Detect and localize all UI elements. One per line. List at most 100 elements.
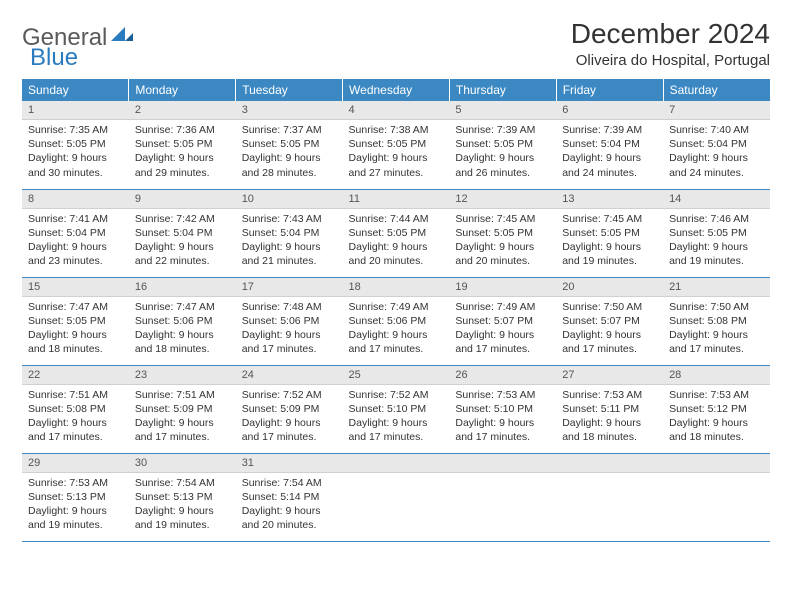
calendar-day-cell: 14Sunrise: 7:46 AMSunset: 5:05 PMDayligh… — [663, 189, 770, 277]
day-number: 19 — [449, 278, 556, 297]
month-title: December 2024 — [571, 18, 770, 50]
day-details: Sunrise: 7:49 AMSunset: 5:06 PMDaylight:… — [343, 297, 450, 363]
day-number: 30 — [129, 454, 236, 473]
day-details: Sunrise: 7:41 AMSunset: 5:04 PMDaylight:… — [22, 209, 129, 275]
day-details: Sunrise: 7:38 AMSunset: 5:05 PMDaylight:… — [343, 120, 450, 186]
day-details: Sunrise: 7:42 AMSunset: 5:04 PMDaylight:… — [129, 209, 236, 275]
day-number-empty — [449, 454, 556, 473]
day-number: 14 — [663, 190, 770, 209]
calendar-day-cell: 5Sunrise: 7:39 AMSunset: 5:05 PMDaylight… — [449, 101, 556, 189]
weekday-header: Sunday — [22, 79, 129, 101]
calendar-day-cell: 20Sunrise: 7:50 AMSunset: 5:07 PMDayligh… — [556, 277, 663, 365]
calendar-day-cell: 15Sunrise: 7:47 AMSunset: 5:05 PMDayligh… — [22, 277, 129, 365]
day-details: Sunrise: 7:43 AMSunset: 5:04 PMDaylight:… — [236, 209, 343, 275]
day-number: 9 — [129, 190, 236, 209]
day-details: Sunrise: 7:37 AMSunset: 5:05 PMDaylight:… — [236, 120, 343, 186]
day-number-empty — [556, 454, 663, 473]
calendar-week-row: 1Sunrise: 7:35 AMSunset: 5:05 PMDaylight… — [22, 101, 770, 189]
calendar-day-cell — [449, 453, 556, 541]
calendar-day-cell — [343, 453, 450, 541]
logo-text-2: Blue — [30, 44, 78, 72]
calendar-week-row: 15Sunrise: 7:47 AMSunset: 5:05 PMDayligh… — [22, 277, 770, 365]
day-details: Sunrise: 7:54 AMSunset: 5:13 PMDaylight:… — [129, 473, 236, 539]
day-number: 12 — [449, 190, 556, 209]
day-details: Sunrise: 7:53 AMSunset: 5:12 PMDaylight:… — [663, 385, 770, 451]
calendar-day-cell: 23Sunrise: 7:51 AMSunset: 5:09 PMDayligh… — [129, 365, 236, 453]
calendar-day-cell: 4Sunrise: 7:38 AMSunset: 5:05 PMDaylight… — [343, 101, 450, 189]
day-number: 7 — [663, 101, 770, 120]
calendar-day-cell: 1Sunrise: 7:35 AMSunset: 5:05 PMDaylight… — [22, 101, 129, 189]
logo-icon — [111, 24, 133, 52]
calendar-day-cell: 9Sunrise: 7:42 AMSunset: 5:04 PMDaylight… — [129, 189, 236, 277]
day-number: 5 — [449, 101, 556, 120]
calendar-table: SundayMondayTuesdayWednesdayThursdayFrid… — [22, 79, 770, 542]
day-details: Sunrise: 7:51 AMSunset: 5:09 PMDaylight:… — [129, 385, 236, 451]
day-details: Sunrise: 7:46 AMSunset: 5:05 PMDaylight:… — [663, 209, 770, 275]
calendar-day-cell: 30Sunrise: 7:54 AMSunset: 5:13 PMDayligh… — [129, 453, 236, 541]
day-number: 2 — [129, 101, 236, 120]
day-details: Sunrise: 7:47 AMSunset: 5:05 PMDaylight:… — [22, 297, 129, 363]
day-number: 11 — [343, 190, 450, 209]
day-details: Sunrise: 7:50 AMSunset: 5:08 PMDaylight:… — [663, 297, 770, 363]
day-number: 17 — [236, 278, 343, 297]
day-number: 16 — [129, 278, 236, 297]
calendar-day-cell: 8Sunrise: 7:41 AMSunset: 5:04 PMDaylight… — [22, 189, 129, 277]
calendar-day-cell: 12Sunrise: 7:45 AMSunset: 5:05 PMDayligh… — [449, 189, 556, 277]
day-details: Sunrise: 7:39 AMSunset: 5:05 PMDaylight:… — [449, 120, 556, 186]
day-details: Sunrise: 7:44 AMSunset: 5:05 PMDaylight:… — [343, 209, 450, 275]
day-details: Sunrise: 7:53 AMSunset: 5:11 PMDaylight:… — [556, 385, 663, 451]
calendar-day-cell: 19Sunrise: 7:49 AMSunset: 5:07 PMDayligh… — [449, 277, 556, 365]
calendar-day-cell: 24Sunrise: 7:52 AMSunset: 5:09 PMDayligh… — [236, 365, 343, 453]
calendar-day-cell: 13Sunrise: 7:45 AMSunset: 5:05 PMDayligh… — [556, 189, 663, 277]
calendar-day-cell: 31Sunrise: 7:54 AMSunset: 5:14 PMDayligh… — [236, 453, 343, 541]
day-number-empty — [343, 454, 450, 473]
day-number: 28 — [663, 366, 770, 385]
day-number-empty — [663, 454, 770, 473]
day-number: 3 — [236, 101, 343, 120]
day-number: 21 — [663, 278, 770, 297]
day-number: 4 — [343, 101, 450, 120]
day-details: Sunrise: 7:50 AMSunset: 5:07 PMDaylight:… — [556, 297, 663, 363]
calendar-day-cell: 21Sunrise: 7:50 AMSunset: 5:08 PMDayligh… — [663, 277, 770, 365]
day-number: 26 — [449, 366, 556, 385]
day-number: 13 — [556, 190, 663, 209]
day-details: Sunrise: 7:54 AMSunset: 5:14 PMDaylight:… — [236, 473, 343, 539]
calendar-day-cell: 3Sunrise: 7:37 AMSunset: 5:05 PMDaylight… — [236, 101, 343, 189]
day-number: 31 — [236, 454, 343, 473]
calendar-day-cell: 26Sunrise: 7:53 AMSunset: 5:10 PMDayligh… — [449, 365, 556, 453]
weekday-header: Saturday — [663, 79, 770, 101]
weekday-header: Friday — [556, 79, 663, 101]
weekday-header: Monday — [129, 79, 236, 101]
calendar-day-cell: 7Sunrise: 7:40 AMSunset: 5:04 PMDaylight… — [663, 101, 770, 189]
header: General December 2024 Oliveira do Hospit… — [22, 18, 770, 69]
weekday-header: Tuesday — [236, 79, 343, 101]
calendar-day-cell: 25Sunrise: 7:52 AMSunset: 5:10 PMDayligh… — [343, 365, 450, 453]
calendar-day-cell — [556, 453, 663, 541]
day-number: 22 — [22, 366, 129, 385]
calendar-day-cell: 28Sunrise: 7:53 AMSunset: 5:12 PMDayligh… — [663, 365, 770, 453]
calendar-day-cell — [663, 453, 770, 541]
calendar-day-cell: 2Sunrise: 7:36 AMSunset: 5:05 PMDaylight… — [129, 101, 236, 189]
day-number: 1 — [22, 101, 129, 120]
calendar-day-cell: 29Sunrise: 7:53 AMSunset: 5:13 PMDayligh… — [22, 453, 129, 541]
calendar-week-row: 8Sunrise: 7:41 AMSunset: 5:04 PMDaylight… — [22, 189, 770, 277]
day-details: Sunrise: 7:53 AMSunset: 5:13 PMDaylight:… — [22, 473, 129, 539]
day-number: 10 — [236, 190, 343, 209]
day-details: Sunrise: 7:39 AMSunset: 5:04 PMDaylight:… — [556, 120, 663, 186]
calendar-day-cell: 10Sunrise: 7:43 AMSunset: 5:04 PMDayligh… — [236, 189, 343, 277]
day-number: 20 — [556, 278, 663, 297]
day-details: Sunrise: 7:36 AMSunset: 5:05 PMDaylight:… — [129, 120, 236, 186]
weekday-header-row: SundayMondayTuesdayWednesdayThursdayFrid… — [22, 79, 770, 101]
calendar-week-row: 29Sunrise: 7:53 AMSunset: 5:13 PMDayligh… — [22, 453, 770, 541]
calendar-day-cell: 27Sunrise: 7:53 AMSunset: 5:11 PMDayligh… — [556, 365, 663, 453]
day-number: 27 — [556, 366, 663, 385]
calendar-day-cell: 16Sunrise: 7:47 AMSunset: 5:06 PMDayligh… — [129, 277, 236, 365]
day-number: 24 — [236, 366, 343, 385]
day-number: 8 — [22, 190, 129, 209]
day-number: 29 — [22, 454, 129, 473]
weekday-header: Wednesday — [343, 79, 450, 101]
day-details: Sunrise: 7:53 AMSunset: 5:10 PMDaylight:… — [449, 385, 556, 451]
day-number: 25 — [343, 366, 450, 385]
day-details: Sunrise: 7:45 AMSunset: 5:05 PMDaylight:… — [449, 209, 556, 275]
calendar-day-cell: 22Sunrise: 7:51 AMSunset: 5:08 PMDayligh… — [22, 365, 129, 453]
